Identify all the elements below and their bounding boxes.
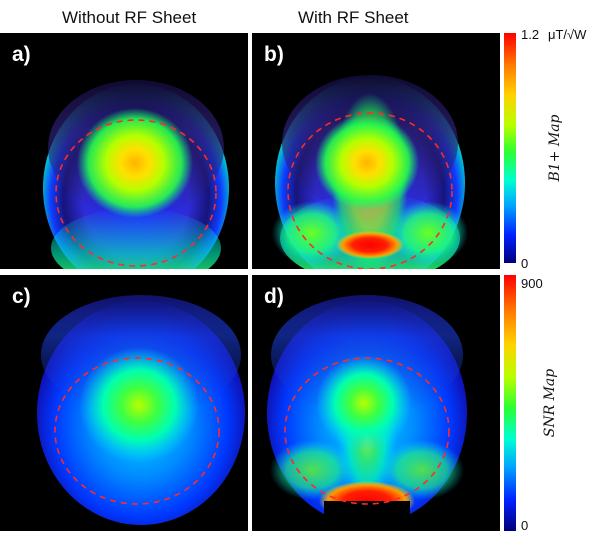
b1-colorbar-min: 0 bbox=[521, 256, 529, 271]
snr-colorbar-max: 900 bbox=[521, 276, 543, 291]
panel-label-c: c) bbox=[12, 285, 31, 308]
dashed-circle bbox=[284, 357, 450, 505]
panel-label-b: b) bbox=[264, 43, 284, 66]
column-title-without: Without RF Sheet bbox=[62, 8, 197, 27]
b1-map-image bbox=[272, 75, 468, 269]
snr-map-image bbox=[267, 295, 467, 531]
b1-colorbar-unit: μT/√W bbox=[548, 27, 587, 42]
dashed-circle bbox=[287, 112, 453, 269]
b1-map-image bbox=[43, 80, 229, 269]
panel-label-d: d) bbox=[264, 285, 284, 308]
panel-a-b1-without: a) bbox=[0, 33, 248, 269]
b1-colorbar bbox=[504, 33, 516, 263]
b1-colorbar-max: 1.2 bbox=[521, 27, 540, 42]
snr-map-image bbox=[37, 295, 245, 525]
panel-label-a: a) bbox=[12, 43, 31, 66]
column-title-with: With RF Sheet bbox=[298, 8, 409, 27]
snr-colorbar-min: 0 bbox=[521, 518, 529, 533]
panel-c-snr-without: c) bbox=[0, 275, 248, 531]
b1-colorbar-title: B1+ Map bbox=[547, 114, 563, 182]
panel-d-snr-with: d) bbox=[252, 275, 500, 531]
dashed-circle bbox=[55, 119, 217, 267]
dashed-circle bbox=[54, 357, 220, 505]
snr-colorbar bbox=[504, 275, 516, 531]
snr-colorbar-title: SNR Map bbox=[542, 368, 558, 438]
panel-b-b1-with: b) bbox=[252, 33, 500, 269]
